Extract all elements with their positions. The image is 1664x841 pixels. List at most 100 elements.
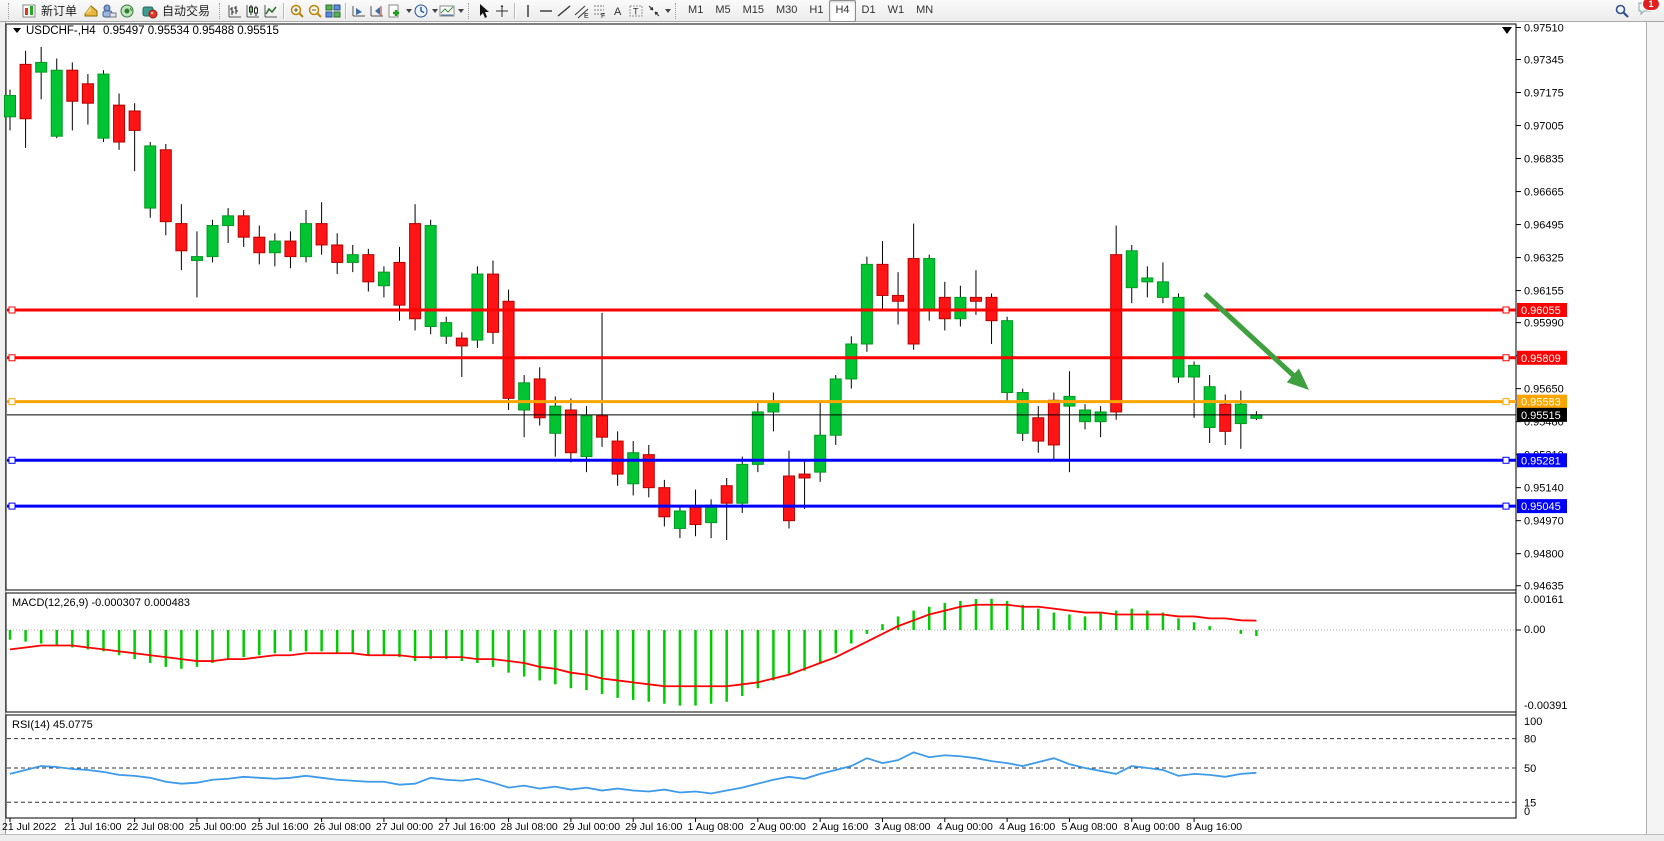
expert-advisor-icon[interactable]	[100, 2, 118, 20]
trend-arrow-line[interactable]	[1203, 292, 1296, 378]
period-dropdown[interactable]	[432, 8, 439, 13]
arrows-dropdown[interactable]	[665, 8, 672, 13]
timeframe-m30[interactable]: M30	[776, 3, 798, 16]
line-handle[interactable]	[8, 502, 16, 510]
template-icon[interactable]	[438, 2, 456, 20]
bull-candle	[4, 94, 16, 118]
line-handle[interactable]	[1502, 306, 1510, 314]
line-handle[interactable]	[8, 306, 16, 314]
horizontal-line-tool-icon[interactable]	[537, 2, 555, 20]
bear-candle	[907, 258, 920, 345]
crosshair-icon[interactable]	[493, 2, 511, 20]
autotrading-button[interactable]: 自动交易	[136, 0, 215, 22]
bear-candle	[596, 415, 609, 438]
line-handle[interactable]	[1502, 354, 1510, 362]
timeframe-h1[interactable]: H1	[809, 3, 824, 16]
auto-scroll-icon[interactable]	[350, 2, 368, 20]
market-watch-icon[interactable]	[82, 2, 100, 20]
line-handle[interactable]	[8, 354, 16, 362]
bull-candle	[35, 61, 48, 73]
bull-candle	[1016, 392, 1029, 434]
macd-axis-label: -0.00391	[1524, 700, 1567, 712]
bear-candle	[564, 409, 577, 454]
toolbar-grip[interactable]	[8, 2, 11, 19]
chart-shift-icon[interactable]	[368, 2, 386, 20]
line-chart-mode-icon[interactable]	[262, 2, 280, 20]
template-dropdown[interactable]	[458, 8, 465, 13]
bear-candle	[409, 223, 422, 320]
bull-candle	[300, 223, 313, 258]
svg-text:A: A	[614, 6, 622, 18]
toolbar-grip[interactable]	[468, 2, 471, 19]
bull-candle	[1125, 250, 1138, 289]
add-indicator-dropdown[interactable]	[406, 8, 413, 13]
line-handle[interactable]	[8, 398, 16, 406]
bear-candle	[892, 294, 905, 302]
line-handle[interactable]	[1502, 456, 1510, 464]
timeframe-m5[interactable]: M5	[715, 3, 731, 16]
bear-candle	[237, 215, 250, 238]
line-handle[interactable]	[8, 456, 16, 464]
scroll-to-end-marker[interactable]	[1502, 27, 1512, 34]
bull-candle	[1079, 409, 1092, 423]
bear-candle	[1110, 254, 1123, 413]
toolbar-grip[interactable]	[219, 2, 222, 19]
bull-candle	[440, 322, 453, 337]
trendline-tool-icon[interactable]	[555, 2, 573, 20]
trend-arrow-head[interactable]	[1286, 368, 1309, 391]
bar-chart-mode-icon[interactable]	[226, 2, 244, 20]
search-icon[interactable]	[1613, 2, 1631, 20]
time-axis-label: 28 Jul 08:00	[501, 821, 558, 833]
tile-windows-icon[interactable]	[324, 2, 342, 20]
timeframe-mn[interactable]: MN	[916, 3, 934, 16]
zoom-in-icon[interactable]	[288, 2, 306, 20]
equidistant-channel-tool-icon[interactable]: E	[573, 2, 591, 20]
bull-candle	[1203, 386, 1216, 428]
cursor-icon[interactable]	[475, 2, 493, 20]
svg-text:T: T	[633, 6, 639, 16]
timeframe-w1[interactable]: W1	[887, 3, 905, 16]
level-price-label-box	[1517, 350, 1567, 365]
level-price-label-box	[1517, 453, 1567, 468]
bear-candle	[128, 110, 141, 131]
line-handle[interactable]	[1502, 398, 1510, 406]
bull-candle	[471, 273, 484, 341]
bull-candle	[377, 271, 390, 287]
time-axis-label: 27 Jul 16:00	[438, 821, 495, 833]
text-tool-icon[interactable]: A	[609, 2, 627, 20]
bull-candle	[268, 240, 281, 254]
price-axis-tick-label: 0.95140	[1524, 483, 1564, 495]
candlestick-mode-icon[interactable]	[244, 2, 262, 20]
timeframe-d1[interactable]: D1	[861, 3, 876, 16]
notifications-button[interactable]: 1	[1637, 0, 1660, 21]
add-indicator-icon[interactable]	[386, 2, 404, 20]
period-icon[interactable]	[412, 2, 430, 20]
time-axis-label: 8 Aug 16:00	[1186, 821, 1242, 833]
symbol-dropdown-icon[interactable]	[13, 28, 21, 33]
notification-badge: 1	[1642, 0, 1660, 11]
rsi-axis-label: 0	[1524, 806, 1530, 818]
bull-candle	[923, 258, 936, 310]
price-axis-tick-label: 0.97510	[1524, 22, 1564, 34]
signals-icon[interactable]	[118, 2, 136, 20]
rsi-axis-label: 15	[1524, 797, 1536, 809]
text-label-tool-icon[interactable]: T	[627, 2, 645, 20]
new-order-button[interactable]: 新订单	[15, 0, 82, 22]
toolbar-grip[interactable]	[675, 2, 678, 19]
chart-symbol-title: USDCHF-,H4	[26, 25, 96, 37]
bear-candle	[720, 485, 733, 504]
bull-candle	[97, 73, 110, 139]
macd-indicator-label: MACD(12,26,9) -0.000307 0.000483	[12, 597, 190, 609]
arrows-tool-icon[interactable]	[645, 2, 663, 20]
timeframe-m1[interactable]: M1	[688, 3, 704, 16]
price-axis-tick-label: 0.97345	[1524, 55, 1564, 67]
timeframe-m15[interactable]: M15	[742, 3, 764, 16]
time-axis-label: 3 Aug 08:00	[874, 821, 930, 833]
line-handle[interactable]	[1502, 502, 1510, 510]
fibonacci-tool-icon[interactable]: F	[591, 2, 609, 20]
vertical-line-tool-icon[interactable]	[519, 2, 537, 20]
bull-candle	[580, 415, 593, 458]
zoom-out-icon[interactable]	[306, 2, 324, 20]
timeframe-h4[interactable]: H4	[829, 0, 856, 22]
